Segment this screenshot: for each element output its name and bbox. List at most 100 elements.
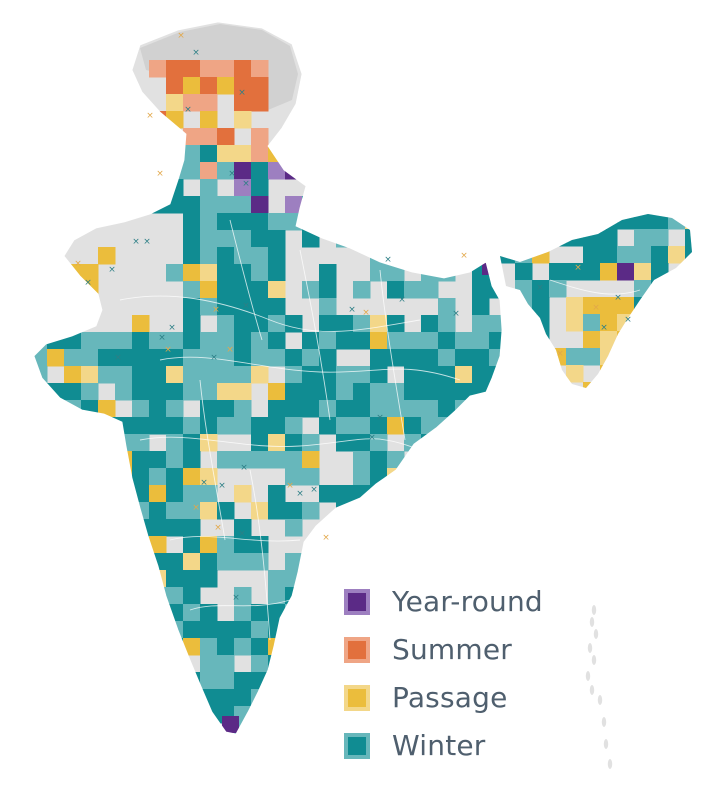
grid-cell-winter <box>200 230 218 248</box>
grid-cell-winter <box>387 383 405 401</box>
grid-cell-winter <box>302 638 320 656</box>
grid-cell-winter <box>438 213 456 231</box>
grid-cell-winter <box>200 553 218 571</box>
grid-cell-winter <box>34 468 48 486</box>
grid-cell-winter <box>200 417 218 435</box>
grid-cell-winter <box>421 417 439 435</box>
grid-cell-winter <box>183 502 201 520</box>
grid-cell-winter <box>34 587 48 605</box>
grid-cell-winter <box>489 383 502 401</box>
grid-cell-winter <box>132 179 150 197</box>
grid-cell-winter <box>115 434 133 452</box>
grid-cell-winter <box>319 604 337 622</box>
grid-cell-winter <box>166 451 184 469</box>
grid-cell-winter <box>183 723 201 734</box>
grid-cell-winter <box>302 689 320 707</box>
grid-cell-winter <box>455 519 473 537</box>
grid-cell-winter <box>404 383 422 401</box>
grid-cell-winter <box>268 315 286 333</box>
grid-cell-winter <box>532 280 550 298</box>
grid-cell-winter <box>685 246 692 264</box>
grid-cell-winter <box>532 297 550 315</box>
grid-cell-passage <box>234 111 252 129</box>
island-9 <box>603 739 609 749</box>
grid-cell-winter <box>438 400 456 418</box>
grid-cell-winter <box>183 162 201 180</box>
grid-cell-winter <box>455 536 473 554</box>
grid-cell-winter <box>64 519 82 537</box>
grid-cell-winter <box>149 621 167 639</box>
grid-cell-winter <box>302 723 320 734</box>
state-borders <box>33 21 641 735</box>
grid-cell-winter <box>268 672 286 690</box>
grid-cell-winter <box>404 230 422 248</box>
grid-cell-winter <box>34 332 48 350</box>
grid-cell-winter <box>583 246 601 264</box>
grid-cell-winter <box>115 604 133 622</box>
grid-cell-winter <box>472 451 490 469</box>
grid-cell-winter <box>81 536 99 554</box>
grid-cell-passage <box>685 331 692 349</box>
grid-cell-winter <box>115 638 133 656</box>
grid-cell-winter <box>668 348 686 366</box>
grid-cell-winter <box>404 502 422 520</box>
grid-cell-winter <box>115 332 133 350</box>
grid-cell-winter <box>472 502 490 520</box>
grid-cell-winter <box>149 638 167 656</box>
grid-cell-passage <box>183 264 201 282</box>
grid-cell-winter <box>98 740 116 758</box>
grid-cell-passage <box>149 570 167 588</box>
grid-cell-passage <box>268 145 286 163</box>
grid-cell-winter <box>81 179 99 197</box>
grid-cell-winter <box>234 672 252 690</box>
grid-cell-winter <box>438 417 456 435</box>
grid-cell-winter <box>421 553 439 571</box>
grid-cell-winter <box>200 655 218 673</box>
grid-cell-winter <box>34 434 48 452</box>
grid-cell-passage <box>64 366 82 384</box>
grid-cell-winter <box>319 740 337 758</box>
grid-cell-winter <box>404 553 422 571</box>
grid-cell-passage <box>302 604 320 622</box>
grid-cell-winter <box>455 196 473 214</box>
record-marker: × <box>362 308 370 318</box>
grid-cell-winter <box>489 468 502 486</box>
grid-cell-winter <box>115 570 133 588</box>
grid-cell-winter <box>64 162 82 180</box>
legend-item-year-round: Year-round <box>344 578 604 626</box>
grid-cell-winter <box>472 383 490 401</box>
grid-cell-winter <box>47 179 65 197</box>
grid-cell-winter <box>217 672 235 690</box>
grid-cell-winter <box>370 383 388 401</box>
grid-cell-winter <box>81 723 99 734</box>
grid-cell-winter <box>472 349 490 367</box>
grid-cell-winter <box>217 638 235 656</box>
grid-cell-winter <box>336 315 354 333</box>
grid-cell-winter <box>370 417 388 435</box>
grid-cell-winter <box>234 536 252 554</box>
grid-cell-winter <box>251 417 269 435</box>
grid-cell-summer <box>200 60 218 78</box>
grid-cell-winter <box>200 740 218 758</box>
state-border-line <box>549 279 641 295</box>
grid-cell-passage <box>132 621 150 639</box>
grid-cell-year-round <box>251 196 269 214</box>
summer-swatch <box>344 637 370 663</box>
grid-cell-winter <box>634 229 652 247</box>
grid-cell-summer <box>166 77 184 95</box>
grid-cell-winter <box>353 400 371 418</box>
grid-cell-winter <box>81 145 99 163</box>
grid-cell-winter <box>651 246 669 264</box>
grid-cell-winter <box>132 638 150 656</box>
grid-cell-winter <box>81 451 99 469</box>
grid-cell-winter <box>268 485 286 503</box>
grid-cell-winter <box>549 214 567 230</box>
grid-cell-winter <box>251 247 269 265</box>
grid-cell-winter <box>98 196 116 214</box>
grid-cell-winter <box>251 162 269 180</box>
grid-cell-winter <box>200 366 218 384</box>
grid-cell-winter <box>64 757 82 775</box>
grid-cell-winter <box>81 485 99 503</box>
legend: Year-round Summer Passage Winter <box>344 578 604 770</box>
